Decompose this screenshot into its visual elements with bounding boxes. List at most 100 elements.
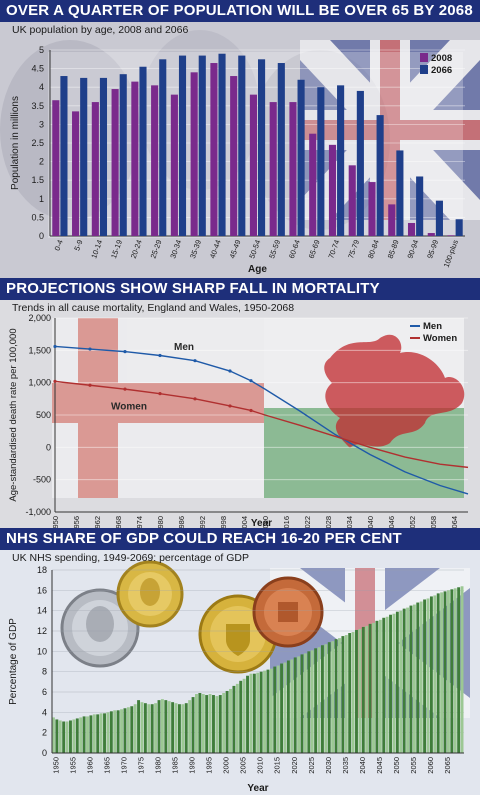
nhs-bar bbox=[351, 632, 355, 753]
nhs-bar bbox=[195, 694, 198, 753]
nhs-x-tick: 2065 bbox=[443, 757, 452, 774]
nhs-bar bbox=[273, 666, 277, 753]
nhs-bar bbox=[116, 710, 120, 753]
nhs-bar bbox=[256, 672, 260, 753]
nhs-bar bbox=[460, 586, 464, 753]
population-bar-2008 bbox=[328, 144, 337, 236]
nhs-x-tick: 1965 bbox=[102, 757, 111, 774]
nhs-bar bbox=[120, 709, 123, 753]
nhs-bar bbox=[429, 596, 433, 753]
nhs-bar bbox=[409, 605, 413, 753]
nhs-y-label: Percentage of GDP bbox=[8, 618, 19, 705]
nhs-bar bbox=[82, 716, 86, 753]
population-legend-swatch bbox=[420, 65, 428, 74]
nhs-x-tick: 1950 bbox=[51, 757, 60, 774]
nhs-y-tick: 14 bbox=[37, 606, 47, 616]
nhs-bar bbox=[222, 693, 226, 753]
population-bar-2066 bbox=[455, 219, 463, 236]
population-bar-2066 bbox=[416, 176, 424, 236]
mortality-x-tick: 2010 bbox=[261, 516, 270, 528]
nhs-bar bbox=[320, 645, 324, 753]
mortality-x-tick: 2028 bbox=[324, 516, 333, 528]
nhs-bar bbox=[246, 675, 249, 753]
coin-silver-icon bbox=[60, 588, 140, 668]
nhs-x-tick: 1960 bbox=[85, 757, 94, 774]
dragon-emblem bbox=[324, 334, 465, 448]
mortality-subtitle: Trends in all cause mortality, England a… bbox=[12, 302, 295, 314]
nhs-y-tick: 8 bbox=[42, 667, 47, 677]
mortality-y-tick: -1,000 bbox=[25, 507, 51, 517]
nhs-bar bbox=[65, 721, 69, 753]
population-x-tick: 30-34 bbox=[168, 239, 183, 260]
nhs-bar bbox=[266, 669, 270, 753]
nhs-x-tick: 2025 bbox=[307, 757, 316, 774]
nhs-bar bbox=[399, 610, 403, 753]
nhs-bar bbox=[338, 638, 341, 753]
population-bar-2008 bbox=[230, 76, 238, 236]
population-x-tick: 5-9 bbox=[72, 239, 84, 252]
population-bar-2008 bbox=[447, 235, 455, 236]
nhs-bar bbox=[235, 683, 239, 753]
mortality-point-women bbox=[193, 397, 197, 401]
nhs-bar bbox=[283, 662, 287, 753]
nhs-bar bbox=[280, 663, 284, 753]
population-x-tick: 85-89 bbox=[386, 239, 401, 260]
nhs-x-tick: 1990 bbox=[188, 757, 197, 774]
nhs-bar bbox=[372, 622, 375, 753]
nhs-bar bbox=[239, 680, 243, 753]
nhs-x-tick: 1975 bbox=[137, 757, 146, 774]
nhs-y-tick: 10 bbox=[37, 646, 47, 656]
nhs-bar bbox=[79, 717, 83, 753]
nhs-bar bbox=[348, 633, 352, 753]
nhs-x-tick: 1995 bbox=[205, 757, 214, 774]
population-x-tick: 10-14 bbox=[89, 239, 104, 260]
mortality-x-tick: 1986 bbox=[177, 516, 186, 528]
nhs-bar bbox=[450, 589, 454, 753]
mortality-x-tick: 1992 bbox=[198, 516, 207, 528]
population-bar-2008 bbox=[269, 102, 277, 236]
population-bar-2008 bbox=[170, 94, 178, 236]
nhs-x-tick: 1980 bbox=[154, 757, 163, 774]
population-bar-2066 bbox=[376, 115, 384, 236]
nhs-y-tick: 16 bbox=[37, 585, 47, 595]
mortality-point-women bbox=[249, 408, 253, 413]
mortality-x-tick: 2046 bbox=[387, 516, 396, 528]
mortality-y-tick: -500 bbox=[33, 475, 51, 485]
population-bar-2008 bbox=[52, 100, 60, 236]
population-y-tick: 4 bbox=[39, 82, 44, 92]
population-bar-2008 bbox=[427, 233, 435, 236]
nhs-bar bbox=[286, 660, 290, 753]
nhs-bar bbox=[123, 708, 127, 753]
population-bar-2008 bbox=[210, 63, 218, 236]
nhs-x-tick: 2055 bbox=[409, 757, 418, 774]
nhs-bar bbox=[171, 702, 175, 753]
population-bar-2008 bbox=[190, 72, 198, 236]
population-bar-2066 bbox=[435, 200, 443, 236]
nhs-bar bbox=[378, 619, 382, 753]
population-chart: 0 0.5 1 1.5 2 2.5 3 3.5 4 4.5 5 0-4 5-9 10-14 15-19 20-… bbox=[10, 45, 465, 275]
nhs-bar bbox=[402, 608, 406, 753]
nhs-bar bbox=[375, 620, 379, 753]
nhs-bar bbox=[368, 623, 372, 753]
population-x-tick: 40-44 bbox=[208, 239, 223, 260]
mortality-panel: PROJECTIONS SHOW SHARP FALL IN MORTALITY… bbox=[0, 278, 480, 528]
nhs-bar bbox=[300, 654, 304, 753]
mortality-x-tick: 2040 bbox=[366, 516, 375, 528]
nhs-bar bbox=[188, 700, 192, 753]
mortality-men-annotation: Men bbox=[174, 342, 194, 353]
nhs-bar bbox=[259, 671, 263, 753]
nhs-bar bbox=[184, 703, 188, 753]
population-x-tick: 50-54 bbox=[247, 239, 262, 260]
population-y-tick: 1.5 bbox=[31, 175, 44, 185]
nhs-bar bbox=[198, 693, 202, 753]
mortality-line-men bbox=[54, 345, 469, 495]
nhs-bar bbox=[55, 719, 59, 753]
nhs-y-tick: 12 bbox=[37, 626, 47, 636]
nhs-bar bbox=[297, 656, 301, 753]
population-bar-2066 bbox=[317, 87, 325, 236]
population-x-tick: 20-24 bbox=[129, 239, 144, 260]
nhs-bar bbox=[174, 703, 178, 753]
nhs-bar bbox=[147, 704, 151, 753]
nhs-x-tick: 1970 bbox=[120, 757, 129, 774]
population-bar-2066 bbox=[119, 74, 127, 237]
